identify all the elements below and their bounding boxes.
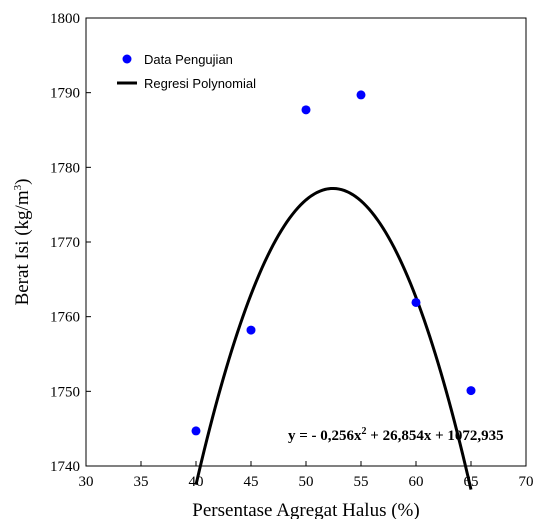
x-tick-label-60: 60: [409, 474, 424, 490]
regression-curve: [194, 186, 473, 490]
x-tick-label-45: 45: [244, 474, 259, 490]
ticks: 30 35 40 45 50 55 60 65 701740175017601770178017…: [50, 11, 534, 490]
y-tick-label-1780: 1780: [50, 160, 80, 176]
y-tick-label-1770: 1770: [50, 235, 80, 251]
x-axis-title: Persentase Agregat Halus (%): [192, 500, 419, 519]
y-tick-label-1750: 1750: [50, 384, 80, 400]
equation-exponent: 2: [362, 426, 367, 437]
data-point-60: [411, 297, 421, 307]
data-point-45: [246, 325, 256, 335]
y-axis-title: Berat Isi (kg/m3): [12, 179, 33, 306]
x-tick-label-50: 50: [299, 474, 314, 490]
legend-marker-data-pengujian: [122, 54, 132, 64]
y-tick-label-1790: 1790: [50, 86, 80, 102]
y-tick-label-1800: 1800: [50, 11, 80, 27]
equation-end: + 26,854x + 1072,935: [367, 428, 504, 444]
regression-curve-group: [194, 186, 473, 490]
data-point-40: [191, 426, 201, 436]
legend: Data Pengujian Regresi Polynomial: [117, 52, 256, 91]
y-axis-title-tail: ): [12, 179, 33, 185]
legend-label-data-pengujian: Data Pengujian: [144, 52, 233, 67]
legend-label-regresi-polynomial: Regresi Polynomial: [144, 76, 256, 91]
y-tick-label-1740: 1740: [50, 459, 80, 475]
y-axis-title-main: Berat Isi (kg/m: [12, 190, 33, 305]
data-points: [191, 90, 476, 436]
x-tick-label-55: 55: [354, 474, 369, 490]
x-tick-label-70: 70: [519, 474, 534, 490]
equation-start: y = - 0,256x: [288, 428, 362, 444]
data-point-50: [301, 105, 311, 115]
data-point-55: [356, 90, 366, 100]
regression-equation: y = - 0,256x2 + 26,854x + 1072,935: [288, 426, 504, 444]
x-tick-label-35: 35: [134, 474, 149, 490]
y-axis-title-sup: 3: [12, 184, 24, 190]
data-point-65: [466, 386, 476, 396]
y-tick-label-1760: 1760: [50, 310, 80, 326]
x-tick-label-30: 30: [79, 474, 94, 490]
